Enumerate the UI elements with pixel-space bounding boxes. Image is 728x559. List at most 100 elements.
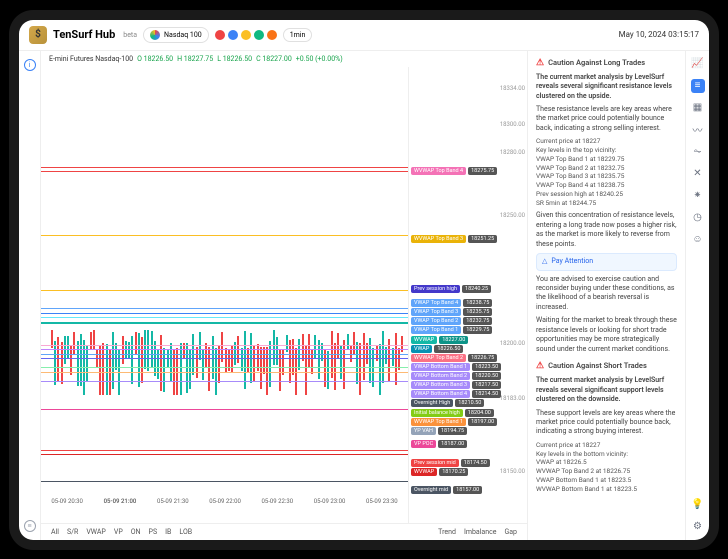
collapse-icon[interactable]: ≡ [24, 520, 36, 532]
indicator-dot[interactable] [254, 30, 264, 40]
trend-icon[interactable]: 〰 [691, 123, 705, 137]
chart-level-line [41, 354, 408, 355]
chart-level-line [41, 358, 408, 359]
candle [253, 346, 255, 381]
candle [347, 334, 349, 350]
levels-icon[interactable]: ≡ [691, 79, 705, 93]
market-selector[interactable]: Nasdaq 100 [143, 27, 209, 43]
chart-level-line [41, 450, 408, 452]
level-value: 18170.25 [439, 468, 468, 476]
x-axis-tick: 05-09 23:30 [366, 498, 398, 505]
level-label[interactable]: VWAP Top Band 318235.75 [411, 308, 492, 316]
chart-plot[interactable]: 05-09 20:3005-09 21:0005-09 21:3005-09 2… [41, 67, 409, 523]
chart-level-line [41, 345, 408, 346]
indicator-dot[interactable] [228, 30, 238, 40]
candle [305, 345, 307, 395]
filter-imbalance[interactable]: Imbalance [464, 528, 497, 536]
level-label[interactable]: Overnight High18210.50 [411, 399, 484, 407]
candle [289, 340, 291, 382]
level-value: 18240.25 [462, 285, 491, 293]
price-tick: 18250.00 [500, 212, 525, 219]
filter-ps[interactable]: PS [149, 528, 158, 536]
chart-body[interactable]: 05-09 20:3005-09 21:0005-09 21:3005-09 2… [41, 67, 527, 523]
user-icon[interactable]: ☺ [691, 233, 705, 247]
filter-vwap[interactable]: VWAP [86, 528, 106, 536]
level-name: Overnight mid [411, 486, 451, 494]
level-label[interactable]: WVWAP18170.25 [411, 468, 468, 476]
layers-icon[interactable]: ▦ [691, 101, 705, 115]
level-label[interactable]: Prev session high18240.25 [411, 285, 491, 293]
indicator-dot[interactable] [241, 30, 251, 40]
price-tick: 18183.00 [500, 395, 525, 402]
level-label[interactable]: YP VAH18194.75 [411, 427, 467, 435]
candle [379, 344, 381, 395]
key-level-item: VWAP Bottom Band 1 at 18223.5 [536, 476, 677, 485]
gear-icon[interactable]: ⚙ [691, 520, 705, 534]
caution-short-heading: ⚠Caution Against Short Trades [536, 360, 677, 372]
candle [363, 333, 365, 380]
level-value: 18275.75 [468, 167, 497, 175]
level-label[interactable]: WVWAP Top Band 218226.75 [411, 354, 497, 362]
candle [247, 348, 249, 372]
bulb-icon[interactable]: 💡 [691, 498, 705, 512]
filter-vp[interactable]: VP [114, 528, 123, 536]
level-label[interactable]: WVWAP Top Band 318251.25 [411, 235, 497, 243]
pulse-icon[interactable]: ⏦ [691, 145, 705, 159]
level-name: Overnight High [411, 399, 453, 407]
x-axis-tick: 05-09 21:30 [157, 498, 189, 505]
level-name: VWAP Bottom Band 3 [411, 381, 470, 389]
filter-all[interactable]: All [51, 528, 59, 536]
price-tick: 18334.00 [500, 85, 525, 92]
level-label[interactable]: VWAP18226.50 [411, 345, 463, 353]
level-label[interactable]: Initial balance high18204.00 [411, 409, 494, 417]
info-icon[interactable]: i [24, 59, 36, 71]
candle [382, 331, 384, 383]
indicator-dot[interactable] [267, 30, 277, 40]
filter-on[interactable]: ON [131, 528, 141, 536]
candle [147, 330, 149, 371]
level-value: 18220.50 [472, 372, 501, 380]
filter-s-r[interactable]: S/R [67, 528, 78, 536]
filter-gap[interactable]: Gap [504, 528, 517, 536]
analysis-p3: Given this concentration of resistance l… [536, 211, 677, 249]
candle [122, 336, 124, 364]
filter-lob[interactable]: LOB [179, 528, 192, 536]
analysis-p2: These resistance levels are key areas wh… [536, 105, 677, 133]
shuffle-icon[interactable]: ✕ [691, 167, 705, 181]
warning-icon: ⚠ [536, 57, 544, 69]
filter-ib[interactable]: IB [165, 528, 171, 536]
level-label[interactable]: VWAP Bottom Band 118223.50 [411, 363, 501, 371]
level-label[interactable]: VWAP Bottom Band 318217.50 [411, 381, 501, 389]
candle [340, 345, 342, 379]
level-label[interactable]: WVWAP18227.00 [411, 336, 468, 344]
app-logo: $ [29, 26, 47, 44]
level-value: 18157.00 [453, 486, 482, 494]
instrument-name: E-mini Futures Nasdaq-100 [49, 55, 133, 63]
level-label[interactable]: VWAP Top Band 218232.75 [411, 317, 492, 325]
price-tick: 18280.00 [500, 149, 525, 156]
price-tick: 18150.00 [500, 468, 525, 475]
x-axis-tick: 05-09 23:00 [314, 498, 346, 505]
level-label[interactable]: WVWAP Top Band 118197.00 [411, 418, 497, 426]
key-level-item: VWAP at 18226.5 [536, 458, 677, 467]
candle [86, 345, 88, 381]
filter-icon[interactable]: ⁕ [691, 189, 705, 203]
price-tick: 18300.00 [500, 121, 525, 128]
level-label[interactable]: Overnight mid18157.00 [411, 486, 482, 494]
level-name: WVWAP Top Band 3 [411, 235, 466, 243]
filter-trend[interactable]: Trend [438, 528, 456, 536]
level-label[interactable]: VWAP Bottom Band 218220.50 [411, 372, 501, 380]
indicator-dot[interactable] [215, 30, 225, 40]
candle [115, 343, 117, 370]
level-label[interactable]: VP POC18187.00 [411, 440, 467, 448]
analysis-p4: You are advised to exercise caution and … [536, 275, 677, 313]
chart-line-icon[interactable]: 📈 [691, 57, 705, 71]
level-label[interactable]: VWAP Bottom Band 418214.50 [411, 390, 501, 398]
level-label[interactable]: VWAP Top Band 118229.75 [411, 326, 492, 334]
level-label[interactable]: Prev session mid18174.50 [411, 459, 490, 467]
interval-selector[interactable]: 1min [283, 28, 313, 42]
clock-icon[interactable]: ◷ [691, 211, 705, 225]
level-label[interactable]: VWAP Top Band 418238.75 [411, 299, 492, 307]
level-label[interactable]: WVWAP Top Band 418275.75 [411, 167, 497, 175]
left-rail: i ≡ [19, 51, 41, 540]
